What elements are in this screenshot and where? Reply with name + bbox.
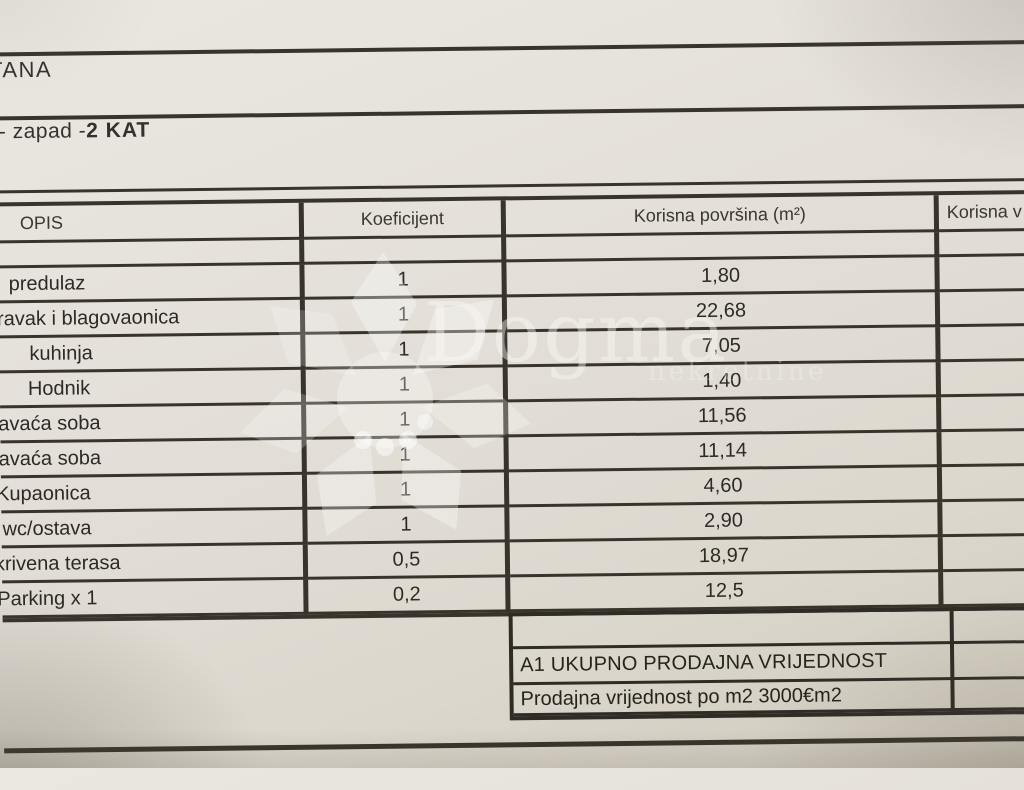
row-povrsina: 1,80 <box>506 257 940 298</box>
row-povrsina: 11,14 <box>508 432 942 473</box>
area-table: OPIS Koeficijent Korisna površina (m²) K… <box>0 189 1024 623</box>
row-opis: avaća soba <box>0 446 102 470</box>
row-opis: krivena terasa <box>0 551 121 575</box>
row-opis: Hodnik <box>27 376 91 400</box>
row-povrsina: 12,5 <box>510 572 944 613</box>
top-rule-1 <box>0 39 1024 57</box>
row-povrsina: 2,90 <box>509 502 943 543</box>
spacer-cell <box>0 239 305 269</box>
row-koeficijent: 1 <box>304 262 507 300</box>
floor-subtitle: - zapad -2 KAT <box>0 119 150 145</box>
subtitle-floor-bold: 2 KAT <box>86 118 151 143</box>
row-opis: ravak i blagovaonica <box>0 305 180 330</box>
row-koeficijent: 0,2 <box>308 577 511 615</box>
row-empty-cell <box>939 255 1024 293</box>
row-koeficijent: 1 <box>306 437 509 475</box>
title-fragment: TANA <box>0 56 53 83</box>
row-empty-cell <box>942 500 1024 538</box>
row-koeficijent: 1 <box>306 472 510 510</box>
row-koeficijent: 1 <box>305 332 508 370</box>
row-empty-cell <box>940 360 1024 398</box>
row-povrsina: 4,60 <box>508 467 943 508</box>
row-opis: Parking x 1 <box>0 586 98 610</box>
spacer-cell <box>939 230 1024 258</box>
row-koeficijent: 1 <box>304 297 508 335</box>
row-empty-cell <box>941 430 1024 468</box>
row-povrsina: 7,05 <box>507 327 941 368</box>
row-koeficijent: 0,5 <box>307 542 511 580</box>
row-opis: avaća soba <box>0 411 101 435</box>
summary-total-row: A1 UKUPNO PRODAJNA VRIJEDNOST <box>512 642 1024 686</box>
row-empty-cell <box>941 465 1024 503</box>
row-povrsina: 11,56 <box>508 397 942 438</box>
row-opis: kuhinja <box>29 341 93 365</box>
row-empty-cell <box>940 325 1024 363</box>
row-koeficijent: 1 <box>305 367 509 405</box>
top-rule-2 <box>0 103 1024 121</box>
summary-box: A1 UKUPNO PRODAJNA VRIJEDNOST Prodajna v… <box>508 605 1024 721</box>
spacer-cell <box>304 237 507 265</box>
bottom-rule <box>4 735 1024 754</box>
row-empty-cell <box>943 570 1024 608</box>
subtitle-prefix: - zapad - <box>0 119 87 144</box>
summary-price-row: Prodajna vrijednost po m2 3000€m2 <box>513 678 1024 717</box>
row-empty-cell <box>939 290 1024 328</box>
header-opis: OPIS <box>0 202 305 244</box>
row-povrsina: 22,68 <box>506 292 941 333</box>
header-korisna-povrsina: Korisna površina (m²) <box>505 195 940 238</box>
row-koeficijent: 1 <box>306 402 509 440</box>
row-povrsina: 18,97 <box>509 537 944 578</box>
row-povrsina: 1,40 <box>507 362 942 403</box>
row-empty-cell <box>942 535 1024 573</box>
row-opis: wc/ostava <box>2 516 92 540</box>
header-korisna-cut: Korisna v <box>938 193 1024 233</box>
header-koeficijent: Koeficijent <box>303 200 507 240</box>
row-empty-cell <box>941 395 1024 433</box>
row-opis: Kupaonica <box>0 481 91 505</box>
row-opis: predulaz <box>8 271 86 295</box>
row-koeficijent: 1 <box>307 507 510 545</box>
